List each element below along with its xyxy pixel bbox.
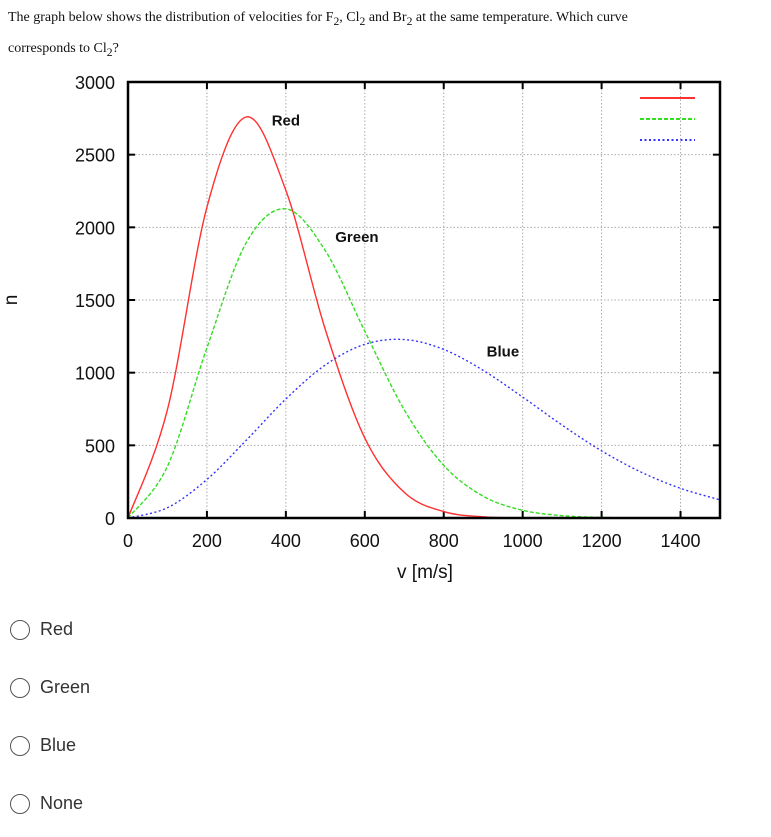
- y-tick-label: 0: [105, 509, 115, 529]
- option-label: Green: [40, 677, 91, 697]
- x-tick-label: 0: [123, 531, 133, 551]
- velocity-distribution-chart: 0 200 400 600 800 1000 1200 1400 0 500 1000 1500 200…: [1, 73, 722, 583]
- curve-green: [127, 208, 721, 519]
- radio-button[interactable]: [10, 793, 30, 814]
- text: ?: [112, 40, 119, 56]
- x-tick-label: 600: [350, 531, 380, 551]
- y-tick-label: 1500: [75, 291, 115, 311]
- text: , Cl: [339, 10, 360, 25]
- option-red[interactable]: Red: [10, 619, 73, 640]
- curves: [127, 116, 721, 519]
- y-tick-label: 500: [85, 436, 115, 456]
- ticks: 0 200 400 600 800 1000 1200 1400 0 500 1000 1500 200…: [75, 73, 720, 551]
- text: at the same temperature. Which curve: [412, 10, 628, 25]
- option-label: None: [40, 793, 84, 813]
- subscript: 2: [406, 14, 413, 28]
- subscript: 2: [106, 45, 113, 59]
- x-tick-label: 1400: [661, 531, 701, 551]
- grid: [128, 82, 720, 518]
- y-tick-label: 2000: [75, 218, 115, 238]
- text: The graph below shows the distribution o…: [8, 10, 334, 25]
- x-tick-label: 1000: [503, 531, 543, 551]
- subscript: 2: [359, 14, 366, 28]
- radio-button[interactable]: [10, 677, 30, 698]
- annotation-label: Red: [272, 113, 300, 130]
- x-tick-label: 800: [429, 531, 459, 551]
- subscript: 2: [333, 14, 340, 28]
- radio-button[interactable]: [10, 735, 30, 756]
- x-tick-label: 400: [271, 531, 301, 551]
- option-none[interactable]: None: [10, 793, 83, 814]
- annotation-label: Blue: [487, 344, 520, 361]
- plot-frame: [126, 80, 722, 520]
- y-tick-label: 3000: [75, 73, 115, 93]
- option-green[interactable]: Green: [10, 677, 90, 698]
- text: corresponds to Cl: [8, 40, 107, 56]
- radio-button[interactable]: [10, 619, 30, 640]
- y-tick-label: 1000: [75, 364, 115, 384]
- question-line-1: The graph below shows the distribution o…: [8, 4, 748, 35]
- question-text: The graph below shows the distribution o…: [8, 4, 748, 66]
- x-tick-label: 1200: [582, 531, 622, 551]
- text: and Br: [365, 10, 407, 25]
- option-blue[interactable]: Blue: [10, 735, 76, 756]
- option-label: Blue: [40, 735, 77, 755]
- curve-blue: [127, 338, 721, 519]
- y-axis-label: n: [1, 295, 22, 306]
- y-tick-label: 2500: [75, 146, 115, 166]
- question-line-2: corresponds to Cl2?: [8, 35, 748, 66]
- option-label: Red: [40, 619, 74, 639]
- annotations: Red Green Blue: [272, 113, 519, 361]
- x-axis-label: v [m/s]: [397, 562, 453, 583]
- x-tick-label: 200: [192, 531, 222, 551]
- legend: [640, 97, 695, 141]
- annotation-label: Green: [335, 229, 378, 246]
